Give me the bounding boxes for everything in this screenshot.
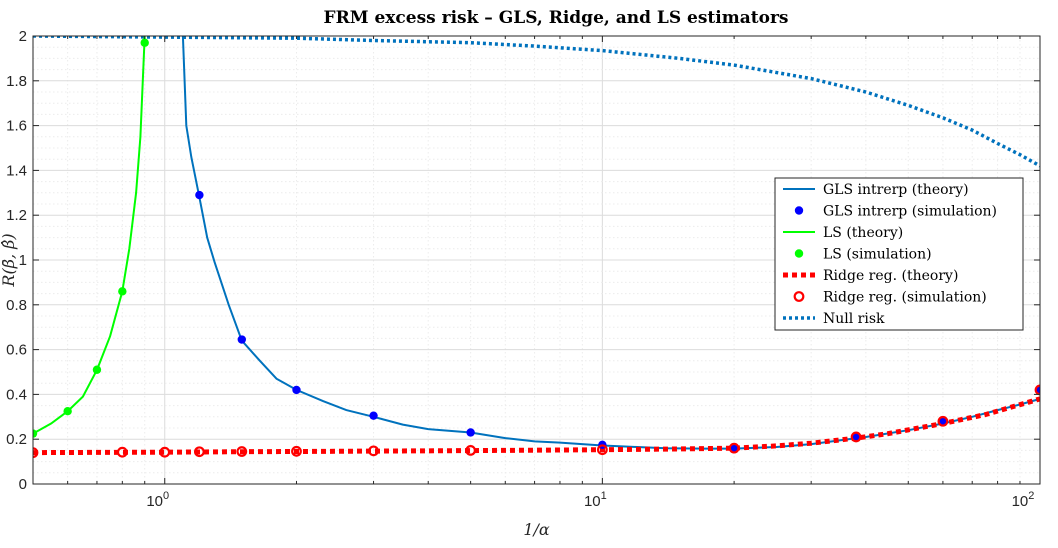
ridge-reg-simulation-point (193, 446, 205, 458)
x-tick-label: 100 (146, 490, 169, 510)
gls-intrerp-simulation-point (938, 417, 948, 426)
y-tick-label: 1.4 (6, 162, 27, 179)
ridge-reg-simulation-point (368, 445, 379, 457)
gls-intrerp-simulation-legend-marker (794, 206, 804, 215)
y-tick-label: 0.4 (6, 386, 27, 403)
x-tick-label: 101 (584, 490, 607, 510)
legend-item: Null risk (783, 311, 885, 327)
y-tick-label: 0.6 (6, 342, 27, 359)
chart-title: FRM excess risk – GLS, Ridge, and LS est… (324, 8, 789, 28)
y-tick-label: 0.2 (6, 431, 27, 448)
y-tick-label: 2 (19, 28, 27, 45)
y-tick-label: 0.8 (6, 297, 27, 314)
ridge-reg-theory-line (33, 396, 1040, 456)
plot-area (33, 36, 1040, 459)
ls-theory-line (33, 36, 146, 435)
y-tick-label: 1.6 (6, 118, 27, 135)
gls-intrerp-simulation-point (237, 335, 247, 344)
axis-ticks: 0 0.2 0.4 0.6 0.8 1 1.2 1.4 1.6 1.8 2 100 101 102 (6, 28, 1040, 510)
null-risk-line (33, 36, 1040, 168)
ridge-reg-simulation-point (596, 444, 608, 456)
legend-item: Ridge reg. (simulation) (793, 290, 987, 306)
ls-simulation-point (118, 287, 127, 296)
y-tick-label: 1 (19, 252, 27, 269)
gls-intrerp-simulation-point (851, 432, 861, 442)
ls-simulation-legend-marker (794, 249, 804, 258)
ridge-reg-simulation-point (728, 442, 740, 454)
y-tick-label: 0 (19, 476, 27, 493)
ridge-reg-simulation-point (159, 446, 171, 458)
legend-label: Null risk (823, 311, 885, 327)
ls-simulation-point (92, 365, 102, 374)
legend-item: GLS intrerp (theory) (783, 182, 969, 198)
ridge-reg-simulation-point (937, 415, 949, 427)
legend-item: GLS intrerp (simulation) (794, 204, 997, 220)
y-tick-label: 1.8 (6, 73, 27, 90)
gls-intrerp-simulation-point (369, 411, 378, 420)
ridge-reg-simulation-point (116, 446, 128, 458)
legend-label: GLS intrerp (theory) (823, 182, 969, 198)
ls-simulation-point (63, 407, 72, 416)
y-tick-label: 1.2 (6, 207, 27, 224)
legend-label: LS (theory) (823, 225, 903, 241)
ridge-reg-simulation-legend-marker (793, 291, 805, 302)
ridge-reg-simulation-point (236, 446, 248, 457)
gls-intrerp-simulation-point (466, 428, 475, 437)
gls-intrerp-simulation-point (292, 385, 301, 395)
legend-label: Ridge reg. (simulation) (823, 290, 987, 306)
legend-box (774, 177, 1024, 331)
legend-label: LS (simulation) (823, 247, 932, 263)
legend-label: Ridge reg. (theory) (823, 268, 958, 284)
ridge-reg-simulation-point (465, 445, 477, 456)
ridge-reg-simulation-point (291, 445, 302, 457)
ls-simulation-point (140, 38, 149, 47)
legend-label: GLS intrerp (simulation) (823, 204, 997, 220)
legend[interactable]: GLS intrerp (theory) GLS intrerp (simulat… (774, 177, 1024, 331)
ls-simulation-point (33, 429, 38, 438)
x-axis-label-text: 1/α (523, 520, 550, 539)
gls-intrerp-simulation-point (195, 190, 204, 200)
x-tick-label: 102 (1012, 490, 1035, 510)
x-axis-label: 1/α (523, 520, 550, 539)
ridge-reg-simulation-point (850, 431, 862, 443)
y-axis-label-text: R(β̄, β̂) (0, 233, 18, 287)
legend-item: Ridge reg. (theory) (783, 268, 958, 284)
legend-item: LS (theory) (783, 225, 903, 241)
legend-item: LS (simulation) (794, 247, 932, 263)
gls-intrerp-simulation-point (729, 443, 739, 453)
y-axis-label: R(β̄, β̂) (0, 233, 18, 287)
